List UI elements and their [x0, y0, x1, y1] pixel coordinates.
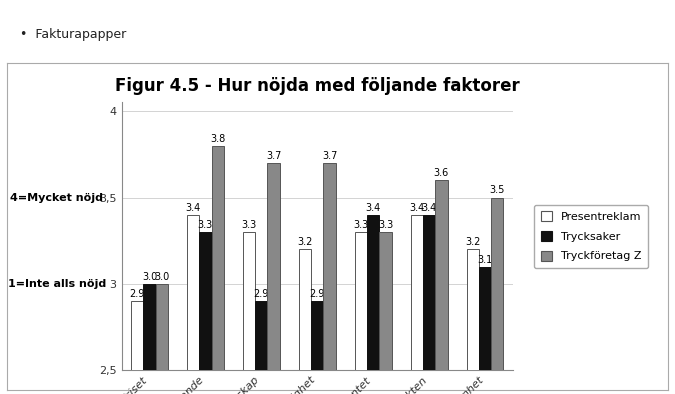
Text: 3.3: 3.3: [242, 220, 256, 230]
Text: 3.2: 3.2: [297, 237, 313, 247]
Legend: Presentreklam, Trycksaker, Tryckföretag Z: Presentreklam, Trycksaker, Tryckföretag …: [534, 204, 648, 268]
Bar: [143, 284, 156, 394]
Text: 3.0: 3.0: [154, 272, 169, 282]
Title: Figur 4.5 - Hur nöjda med följande faktorer: Figur 4.5 - Hur nöjda med följande fakto…: [115, 77, 520, 95]
Bar: [323, 163, 335, 394]
Bar: [423, 215, 435, 394]
Bar: [367, 215, 379, 394]
Text: 3.4: 3.4: [409, 203, 425, 213]
Text: 3.3: 3.3: [378, 220, 393, 230]
Text: 3.4: 3.4: [366, 203, 381, 213]
Bar: [267, 163, 279, 394]
Text: 3.7: 3.7: [322, 151, 338, 161]
Bar: [491, 197, 504, 394]
Text: 3.5: 3.5: [489, 186, 505, 195]
Text: 2.9: 2.9: [254, 289, 269, 299]
Bar: [187, 215, 199, 394]
Text: 3.3: 3.3: [198, 220, 213, 230]
Bar: [299, 249, 311, 394]
Bar: [466, 249, 479, 394]
Text: 3.7: 3.7: [266, 151, 281, 161]
Text: 3.0: 3.0: [142, 272, 157, 282]
Bar: [410, 215, 423, 394]
Text: 3.1: 3.1: [477, 255, 493, 265]
Bar: [311, 301, 323, 394]
Bar: [211, 146, 224, 394]
Bar: [355, 232, 367, 394]
Text: 1=Inte alls nöjd: 1=Inte alls nöjd: [8, 279, 106, 289]
Bar: [199, 232, 211, 394]
Text: 2.9: 2.9: [310, 289, 325, 299]
Text: •  Fakturapapper: • Fakturapapper: [20, 28, 126, 41]
Text: 3.6: 3.6: [434, 168, 449, 178]
Text: 2.9: 2.9: [130, 289, 145, 299]
Text: 3.4: 3.4: [421, 203, 437, 213]
Bar: [435, 180, 448, 394]
Bar: [379, 232, 391, 394]
Text: 3.8: 3.8: [210, 134, 225, 143]
Bar: [131, 301, 143, 394]
Text: 3.2: 3.2: [465, 237, 481, 247]
Text: 3.4: 3.4: [186, 203, 200, 213]
Bar: [479, 267, 491, 394]
Text: 4=Mycket nöjd: 4=Mycket nöjd: [10, 193, 103, 203]
Bar: [255, 301, 267, 394]
Bar: [243, 232, 255, 394]
Bar: [156, 284, 168, 394]
Text: 3.3: 3.3: [353, 220, 369, 230]
